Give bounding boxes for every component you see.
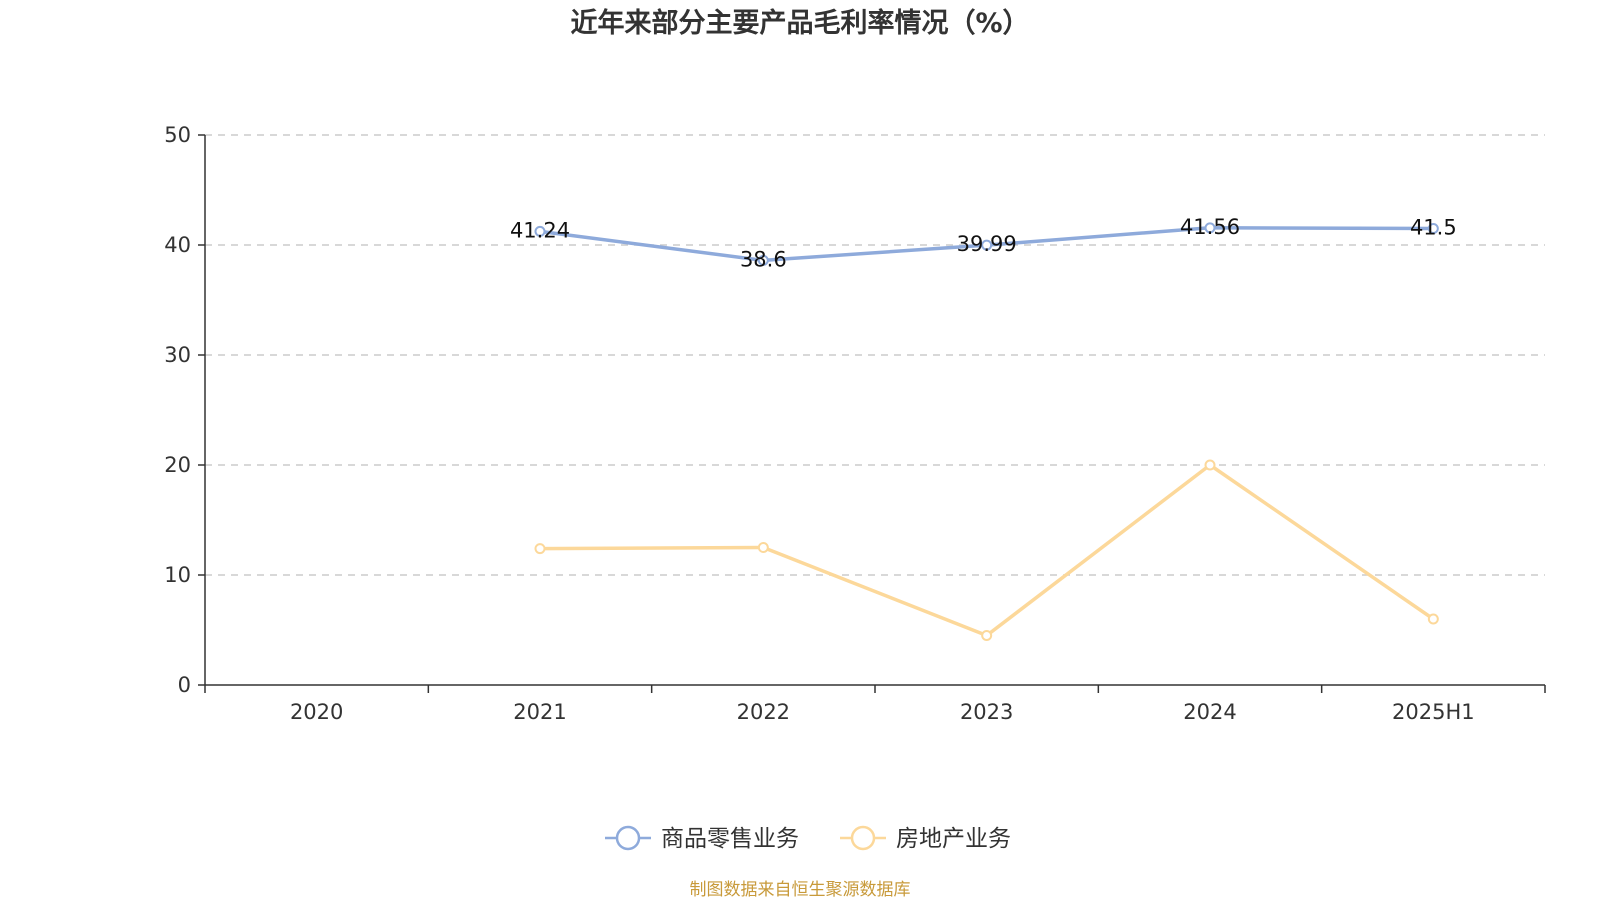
data-point	[981, 239, 993, 251]
y-tick-label: 50	[164, 123, 191, 147]
data-point	[1204, 459, 1216, 471]
data-point	[534, 543, 546, 555]
x-tick-label: 2022	[737, 700, 790, 724]
axes: 0 10 20 30 40 50 2020 2021 2022 2023 2024 2025H1	[164, 123, 1546, 724]
y-tick-label: 20	[164, 453, 191, 477]
chart-title: 近年来部分主要产品毛利率情况（%）	[570, 7, 1029, 39]
y-tick-label: 30	[164, 343, 191, 367]
data-point	[1204, 222, 1216, 234]
grid-lines	[205, 134, 1545, 576]
series-lines	[534, 222, 1439, 641]
legend[interactable]: 商品零售业务 房地产业务	[605, 825, 1011, 852]
legend-item-1[interactable]: 房地产业务	[840, 825, 1011, 852]
data-label: 41.56	[1180, 215, 1240, 239]
series-line-1	[538, 463, 1436, 638]
legend-label: 房地产业务	[896, 826, 1011, 852]
source-note: 制图数据来自恒生聚源数据库	[690, 880, 911, 900]
data-label: 39.99	[957, 232, 1017, 256]
x-tick-label: 2025H1	[1392, 700, 1475, 724]
legend-label: 商品零售业务	[661, 826, 799, 852]
data-point	[757, 542, 769, 553]
y-tick-label: 0	[178, 673, 191, 697]
legend-marker	[615, 825, 641, 851]
data-point	[1427, 613, 1439, 625]
x-tick-label: 2023	[960, 700, 1013, 724]
data-label: 41.24	[510, 218, 570, 242]
data-label: 41.5	[1410, 216, 1457, 240]
legend-marker	[850, 825, 876, 851]
data-point	[757, 254, 769, 266]
data-labels: 41.24 38.6 39.99 41.56 41.5	[510, 215, 1457, 272]
data-point	[1427, 223, 1439, 234]
x-tick-label: 2021	[513, 700, 566, 724]
data-label: 38.6	[740, 247, 787, 271]
x-tick-label: 2024	[1183, 700, 1236, 724]
data-point	[534, 225, 546, 237]
y-tick-label: 10	[164, 563, 191, 587]
y-tick-label: 40	[164, 233, 191, 257]
x-tick-label: 2020	[290, 700, 343, 724]
legend-item-0[interactable]: 商品零售业务	[605, 825, 799, 852]
data-point	[981, 630, 993, 641]
